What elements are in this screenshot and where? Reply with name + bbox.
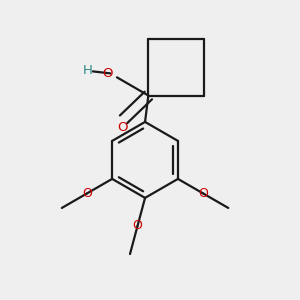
Text: O: O	[117, 121, 128, 134]
Text: O: O	[82, 187, 92, 200]
Text: O: O	[198, 187, 208, 200]
Text: O: O	[133, 220, 142, 232]
Text: O: O	[103, 67, 113, 80]
Text: H: H	[82, 64, 92, 77]
